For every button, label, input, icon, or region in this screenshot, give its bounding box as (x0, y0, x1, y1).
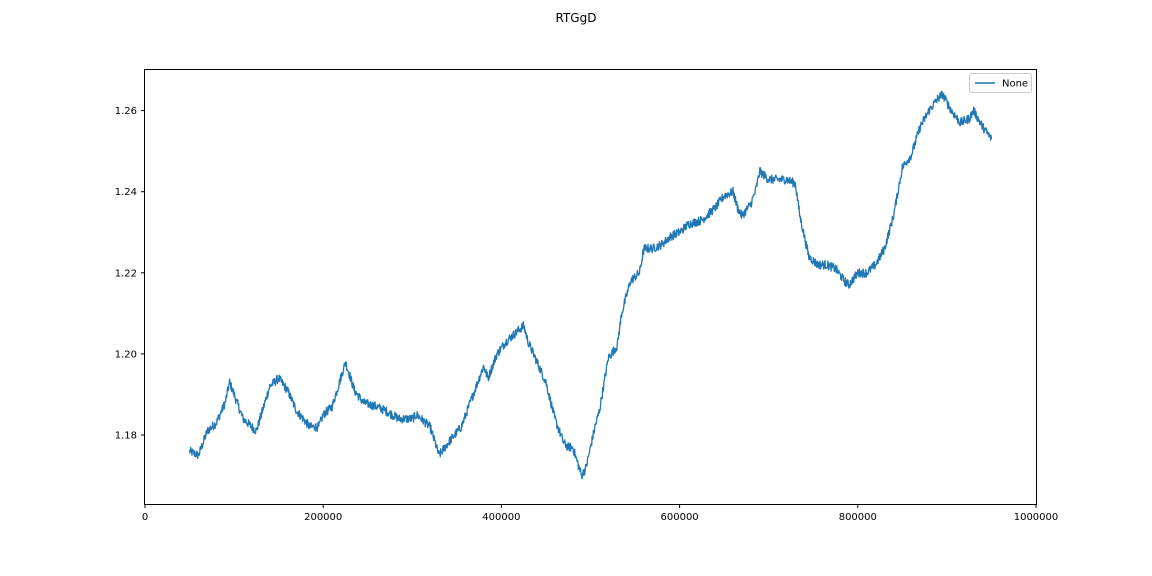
y-tick-label: 1.18 (115, 431, 137, 442)
x-axis: 0 200000 400000 600000 800000 1000000 (142, 504, 1058, 523)
legend-entry-label: None (1002, 79, 1028, 90)
x-tick-label: 600000 (661, 512, 699, 523)
x-tick-label: 200000 (304, 512, 342, 523)
y-axis: 1.18 1.20 1.22 1.24 1.26 (115, 106, 145, 442)
legend: None (969, 73, 1032, 93)
x-tick-label: 800000 (839, 512, 877, 523)
y-tick-label: 1.26 (115, 106, 137, 117)
x-tick-label: 400000 (482, 512, 520, 523)
y-tick-label: 1.22 (115, 268, 137, 279)
series-line (188, 90, 993, 480)
x-tick-label: 1000000 (1014, 512, 1059, 523)
legend-box (969, 73, 1032, 93)
plot-frame (144, 69, 1037, 505)
y-tick-label: 1.24 (115, 187, 137, 198)
x-tick-label: 0 (142, 512, 148, 523)
y-tick-label: 1.20 (115, 349, 137, 360)
chart-title: RTGgD (556, 11, 597, 25)
